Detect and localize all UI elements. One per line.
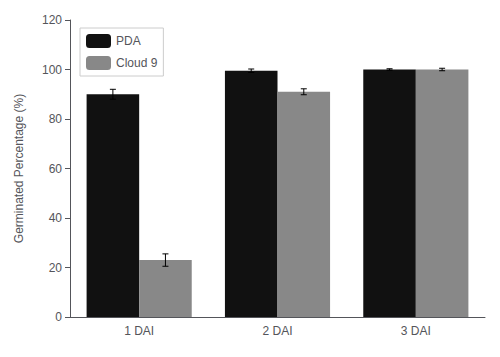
svg-text:0: 0 [55, 310, 62, 324]
svg-text:80: 80 [49, 112, 63, 126]
svg-text:40: 40 [49, 211, 63, 225]
svg-text:1 DAI: 1 DAI [124, 324, 154, 338]
svg-text:100: 100 [42, 63, 62, 77]
svg-text:20: 20 [49, 261, 63, 275]
svg-text:2 DAI: 2 DAI [262, 324, 292, 338]
svg-text:PDA: PDA [116, 34, 141, 48]
svg-text:120: 120 [42, 13, 62, 27]
svg-text:Cloud 9: Cloud 9 [116, 56, 158, 70]
svg-text:60: 60 [49, 162, 63, 176]
svg-text:3 DAI: 3 DAI [401, 324, 431, 338]
svg-text:Germinated Percentage (%): Germinated Percentage (%) [12, 94, 26, 243]
